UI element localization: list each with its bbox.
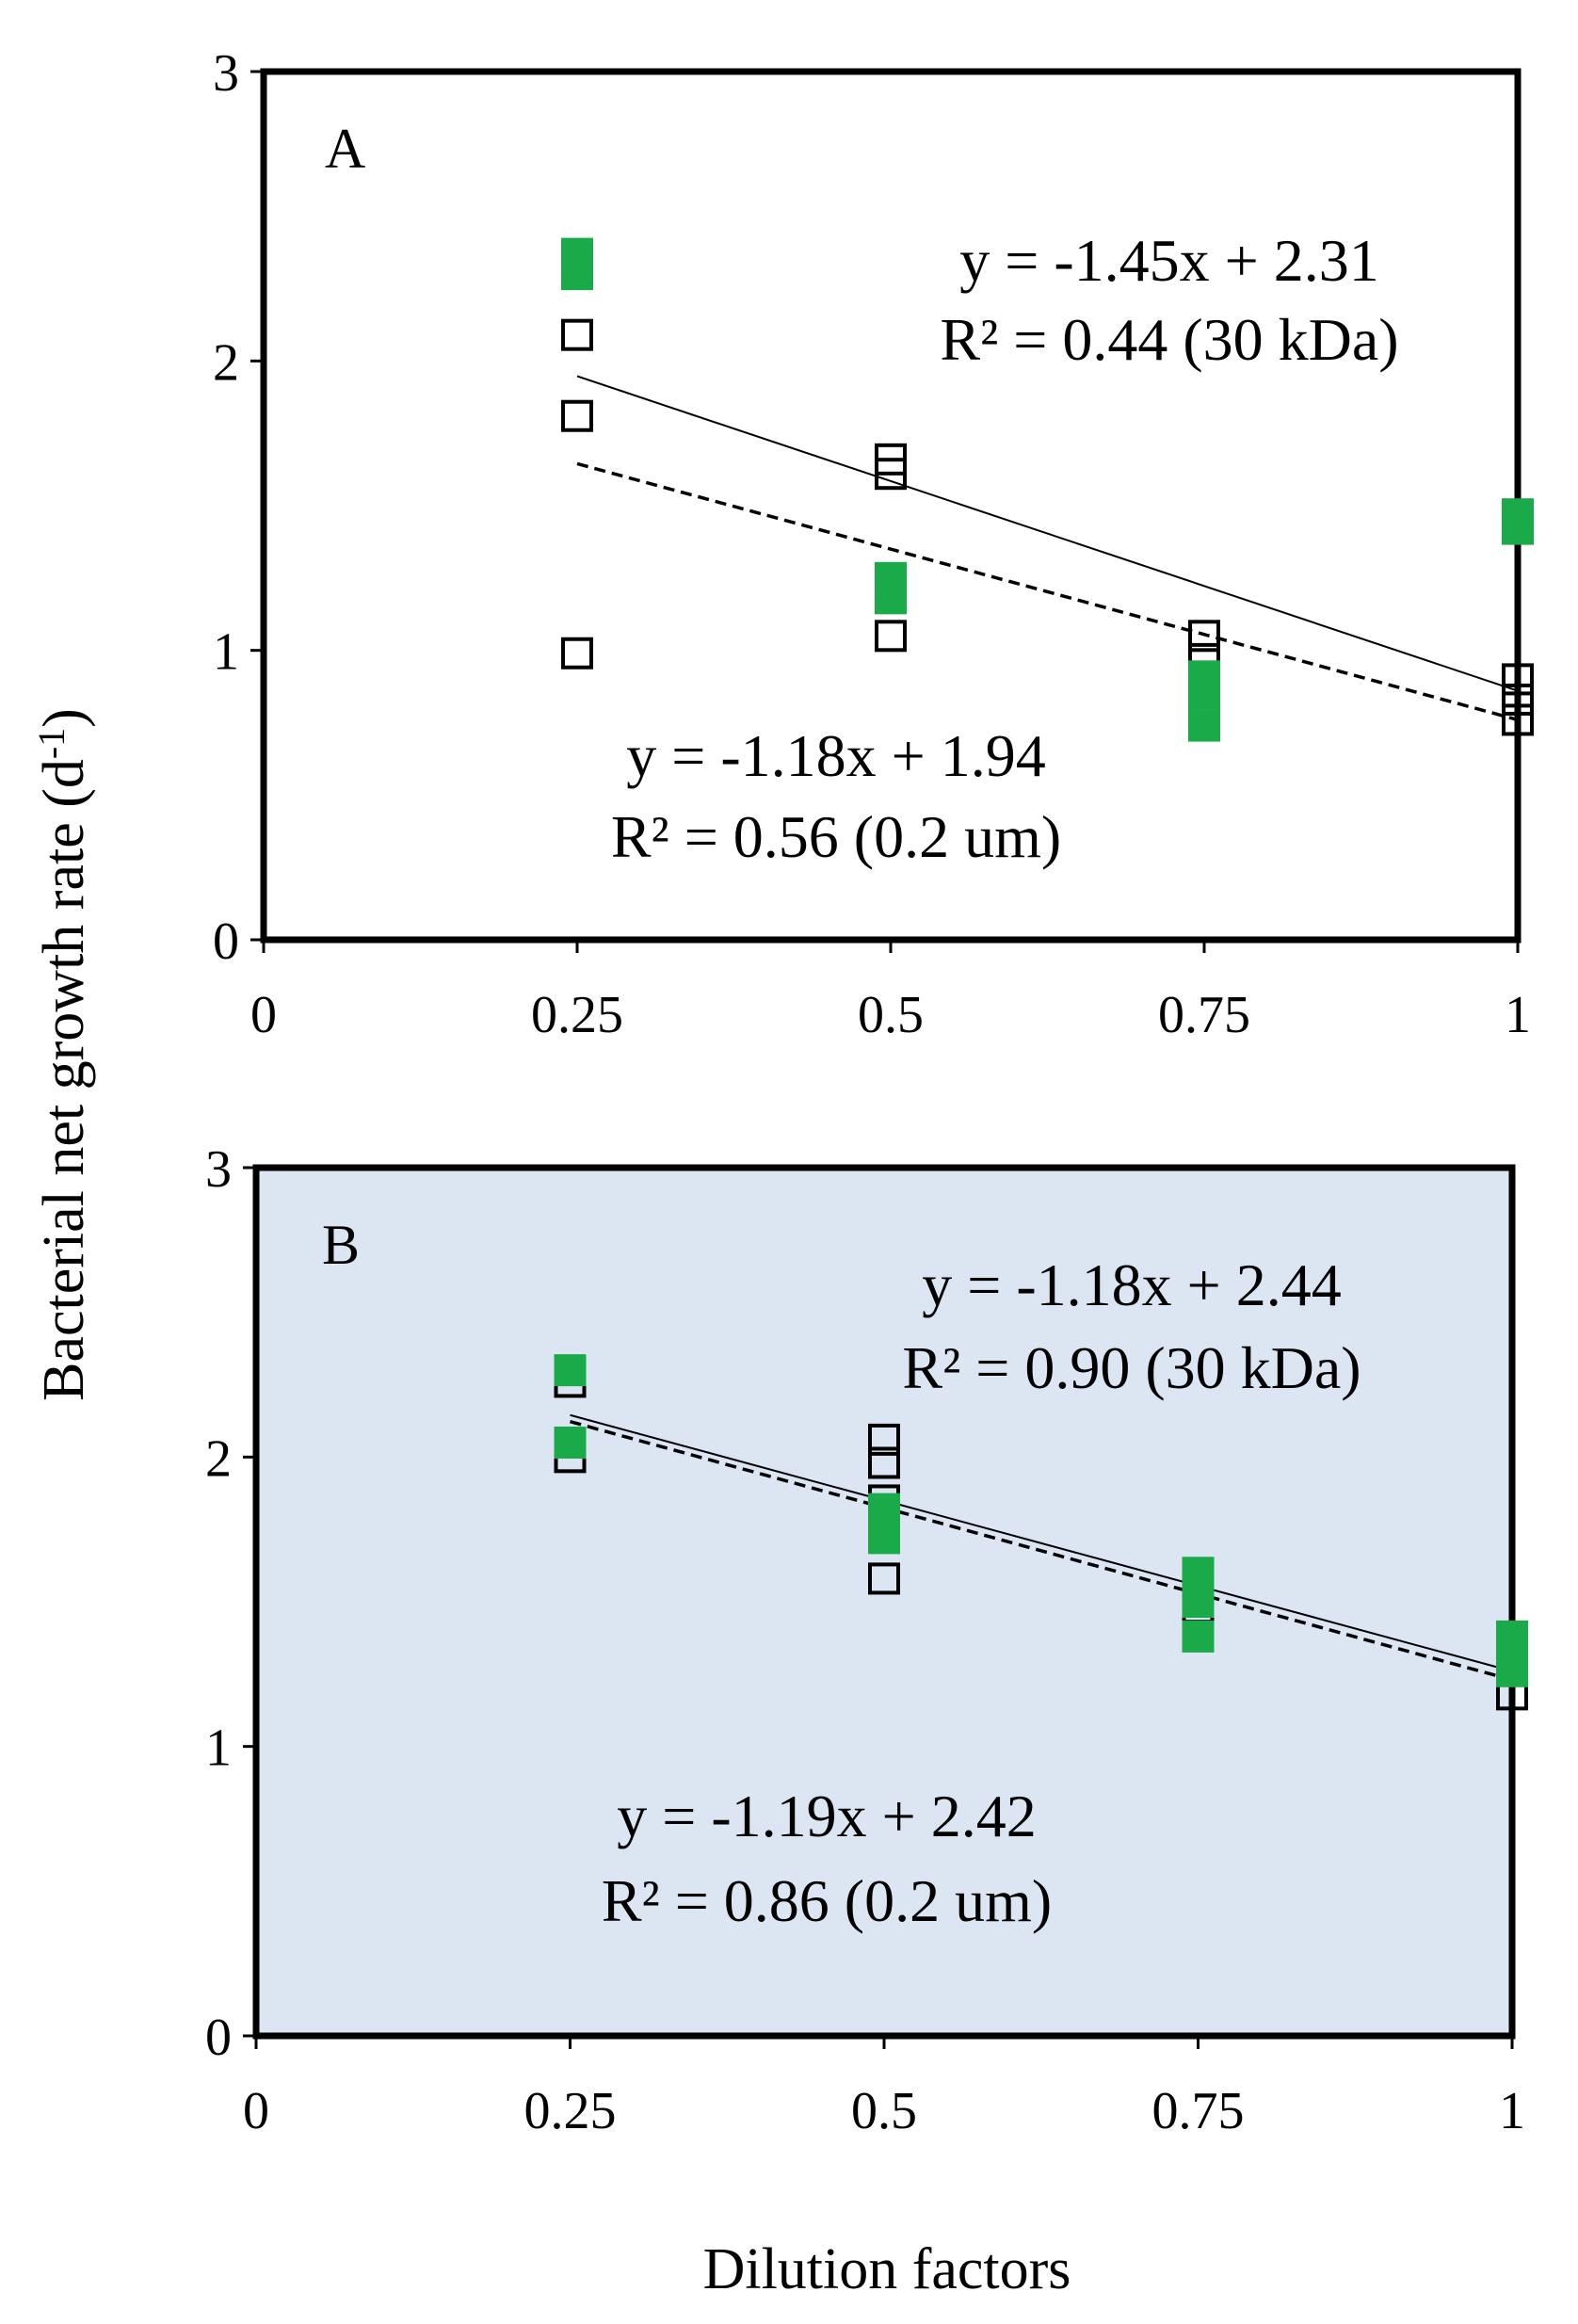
point-0.2um-a-10	[1502, 683, 1534, 716]
x-tick-label-b-1: 0.25	[524, 2082, 617, 2140]
fit-line-0.2um-a	[576, 461, 1519, 722]
x-tick-label-a-0: 0	[250, 986, 277, 1044]
x-tick-label-a-3: 0.75	[1158, 986, 1250, 1044]
x-tick-label-a-4: 1	[1505, 986, 1531, 1044]
point-0.2um-a-0	[561, 318, 593, 351]
x-axis-title: Dilution factors	[703, 2237, 1071, 2301]
fit-r2-02um-b: R² = 0.86 (0.2 um)	[602, 1867, 1052, 1934]
point-0.2um-a-11	[1502, 703, 1534, 736]
axis-ticks-a: 0 1 2 3 0 0.25 0.5 0.75 1	[213, 44, 1531, 1044]
x-tick-label-b-3: 0.75	[1152, 2082, 1245, 2140]
y-tick-label-a-0: 0	[213, 912, 239, 971]
fit-line-30kda-b	[570, 1413, 1513, 1672]
point-0.2um-a-4	[875, 458, 907, 491]
fit-line-30kda-a	[576, 375, 1519, 692]
fit-equation-02um-b: y = -1.19x + 2.42	[617, 1783, 1037, 1849]
point-30kda-b-1	[554, 1426, 587, 1459]
fit-lines-a	[576, 375, 1519, 722]
point-30kda-b-3	[868, 1522, 900, 1555]
point-30kda-b-5	[1182, 1586, 1215, 1618]
fit-lines-b	[570, 1413, 1513, 1682]
data-points-b	[554, 1354, 1528, 1711]
fit-line-0.2um-b	[570, 1419, 1513, 1682]
point-30kda-b-6	[1182, 1620, 1215, 1653]
y-tick-label-b-2: 2	[205, 1429, 232, 1488]
point-30kda-b-2	[868, 1493, 900, 1525]
x-tick-label-a-1: 0.25	[531, 986, 623, 1044]
point-0.2um-a-2	[561, 637, 593, 670]
fit-r2-30kda-a: R² = 0.44 (30 kDa)	[940, 306, 1398, 373]
fit-equation-30kda-a: y = -1.45x + 2.31	[959, 227, 1379, 294]
axis-ticks-b: 0 1 2 3 0 0.25 0.5 0.75 1	[205, 1140, 1525, 2140]
data-points-a	[561, 237, 1534, 742]
plot-area-a	[260, 68, 1522, 944]
panel-b: 0 1 2 3 0 0.25 0.5 0.75 1 B y = -1.18x + 2.44 R²…	[205, 1140, 1528, 2140]
panel-label-a: A	[325, 118, 365, 180]
y-axis-title: Bacterial net growth rate (d-1)	[30, 708, 96, 1401]
y-tick-label-a-3: 3	[213, 44, 239, 103]
point-0.2um-a-9	[1502, 663, 1534, 696]
fit-r2-02um-a: R² = 0.56 (0.2 um)	[611, 803, 1061, 870]
x-tick-label-b-0: 0	[243, 2082, 269, 2140]
x-tick-label-b-4: 1	[1499, 2082, 1525, 2140]
plot-area-b	[252, 1164, 1516, 2040]
fit-equation-30kda-b: y = -1.18x + 2.44	[922, 1251, 1342, 1318]
point-30kda-a-6	[1188, 709, 1220, 742]
point-30kda-b-9	[1496, 1654, 1528, 1687]
point-0.2um-a-5	[875, 620, 907, 653]
point-30kda-a-1	[561, 258, 593, 291]
y-tick-label-b-3: 3	[205, 1140, 232, 1199]
panel-a: 0 1 2 3 0 0.25 0.5 0.75 1 A y = -1.45x + 2.31 R²…	[213, 44, 1534, 1044]
y-tick-label-a-2: 2	[213, 333, 239, 392]
fit-equation-02um-a: y = -1.18x + 1.94	[626, 722, 1046, 789]
point-0.2um-b-5	[868, 1562, 900, 1595]
point-0.2um-b-2	[868, 1423, 900, 1456]
y-tick-label-b-0: 0	[205, 2009, 232, 2067]
y-tick-label-b-1: 1	[205, 1719, 232, 1778]
panel-label-b: B	[322, 1214, 360, 1276]
point-0.2um-a-6	[1188, 620, 1220, 653]
x-tick-label-a-2: 0.5	[858, 986, 924, 1044]
point-0.2um-b-3	[868, 1446, 900, 1479]
x-tick-label-b-2: 0.5	[851, 2082, 917, 2140]
y-tick-label-a-1: 1	[213, 623, 239, 682]
point-30kda-a-8	[1502, 512, 1534, 545]
fit-r2-30kda-b: R² = 0.90 (30 kDa)	[902, 1334, 1361, 1401]
point-30kda-b-4	[1182, 1557, 1215, 1590]
point-0.2um-a-1	[561, 399, 593, 432]
point-30kda-a-5	[1188, 677, 1220, 710]
point-30kda-b-0	[554, 1354, 587, 1387]
point-30kda-a-3	[875, 582, 907, 615]
